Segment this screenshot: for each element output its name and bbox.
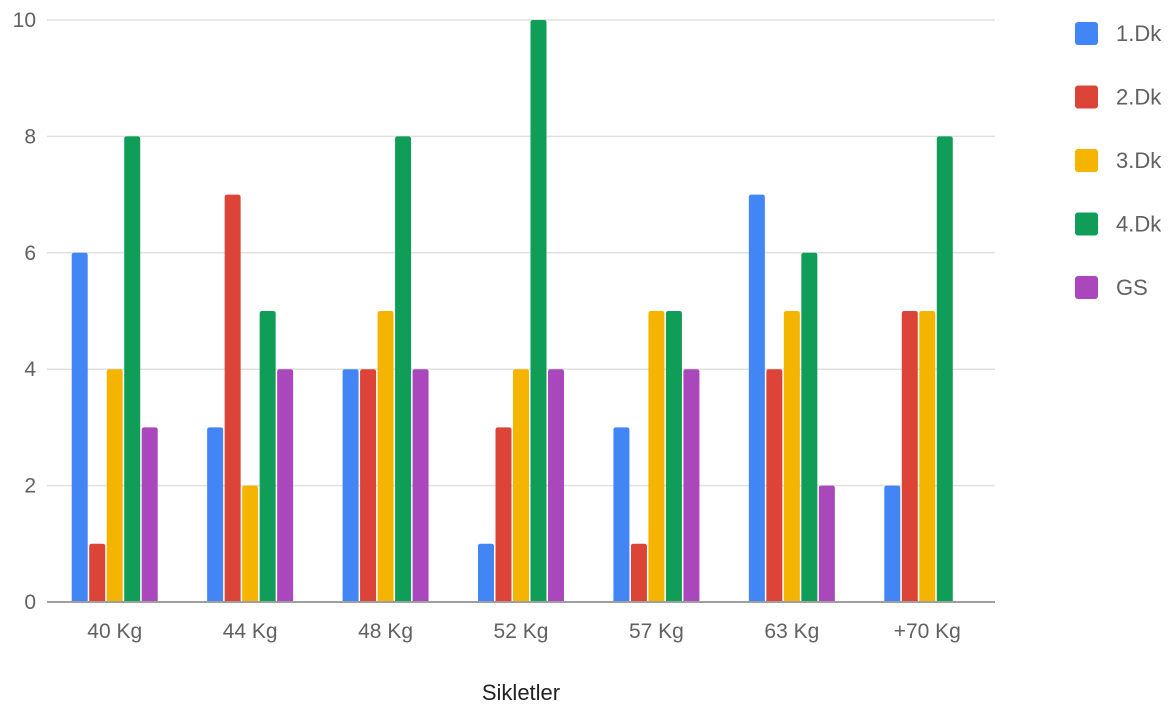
bar: [936, 136, 953, 602]
legend: 1.Dk 2.Dk 3.Dk 4.Dk GS: [1075, 21, 1162, 300]
bar: [360, 369, 377, 602]
legend-label: 2.Dk: [1116, 85, 1162, 110]
bar: [630, 543, 647, 602]
legend-swatch: [1075, 22, 1098, 45]
legend-label: 1.Dk: [1116, 21, 1162, 46]
bar: [89, 543, 106, 602]
x-tick-label: 40 Kg: [87, 620, 142, 643]
bar: [613, 427, 630, 602]
bar: [919, 311, 936, 602]
x-tick-label: 52 Kg: [494, 620, 549, 643]
bar: [783, 311, 800, 602]
x-tick-label: 48 Kg: [358, 620, 413, 643]
legend-item: 2.Dk: [1075, 85, 1162, 110]
bar: [818, 485, 835, 602]
gridlines: [47, 19, 995, 487]
y-tick-label: 0: [24, 591, 36, 614]
bar: [395, 136, 412, 602]
x-tick-label: +70 Kg: [894, 620, 961, 643]
x-tick-label: 63 Kg: [764, 620, 819, 643]
y-tick-label: 4: [24, 358, 36, 381]
y-tick-label: 10: [13, 9, 36, 32]
bar: [665, 311, 682, 602]
bar: [71, 252, 88, 603]
y-tick-label: 6: [24, 242, 36, 265]
bar: [412, 369, 429, 602]
bar: [242, 485, 259, 602]
legend-item: 3.Dk: [1075, 148, 1162, 173]
bar: [901, 311, 918, 602]
bar: [530, 20, 547, 602]
bar: [548, 369, 564, 602]
legend-label: GS: [1116, 275, 1148, 300]
bar: [683, 369, 700, 602]
bar: [801, 252, 818, 603]
legend-label: 3.Dk: [1116, 148, 1162, 173]
bar: [748, 194, 765, 602]
legend-item: 1.Dk: [1075, 21, 1162, 46]
legend-swatch: [1075, 149, 1098, 172]
legend-swatch: [1075, 212, 1098, 236]
bar: [141, 427, 158, 602]
bar: [377, 311, 394, 602]
bar: [106, 369, 123, 602]
bar: [207, 427, 224, 602]
y-axis-ticks: 0 2 4 6 8 10: [13, 9, 37, 614]
legend-swatch: [1075, 85, 1098, 109]
bar: [648, 311, 665, 602]
x-tick-label: 44 Kg: [223, 620, 278, 643]
bar: [513, 369, 529, 602]
x-axis-ticks: 40 Kg 44 Kg 48 Kg 52 Kg 57 Kg 63 Kg +70 Kg: [87, 620, 961, 643]
bar: [478, 543, 494, 602]
y-tick-label: 8: [24, 125, 36, 148]
legend-item: 4.Dk: [1075, 212, 1162, 237]
bar: [277, 369, 294, 602]
bar: [342, 369, 359, 602]
bar: [495, 427, 512, 602]
bars: [71, 20, 953, 603]
legend-label: 4.Dk: [1116, 212, 1162, 237]
legend-swatch: [1075, 276, 1098, 299]
bar: [224, 194, 241, 602]
bar: [259, 311, 276, 602]
x-axis-title: Sikletler: [482, 680, 560, 705]
bar: [766, 369, 783, 602]
bar: [124, 136, 141, 602]
x-tick-label: 57 Kg: [629, 620, 684, 643]
y-tick-label: 2: [24, 475, 36, 498]
bar: [884, 485, 901, 602]
legend-item: GS: [1075, 275, 1148, 300]
